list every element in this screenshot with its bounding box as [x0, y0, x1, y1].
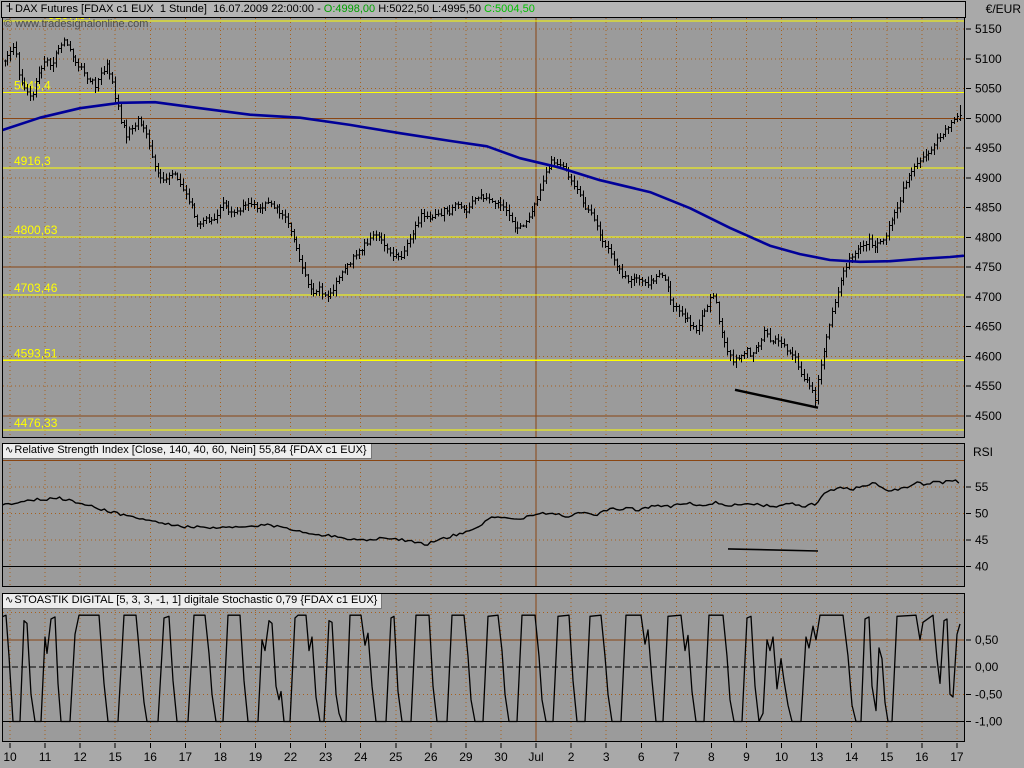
price-panel[interactable]	[2, 17, 965, 438]
title-high-low: H:5022,50 L:4995,50	[375, 3, 485, 15]
watermark: © www.tradesignalonline.com	[4, 18, 149, 30]
rsi-header[interactable]: ∿Relative Strength Index [Close, 140, 40…	[3, 444, 372, 459]
stochastic-panel[interactable]	[2, 593, 965, 742]
title-open-value: O:4998,00	[323, 3, 376, 15]
time-axis[interactable]	[0, 742, 1024, 768]
stochastic-header[interactable]: ∿STOASTIK DIGITAL [5, 3, 3, -1, 1] digit…	[3, 594, 383, 609]
price-axis[interactable]	[965, 17, 1024, 742]
title-close-value: C:5004,50	[484, 3, 535, 15]
price-axis-unit: €/EUR	[985, 2, 1021, 16]
title-bar[interactable]: DAX Futures [FDAX c1 EUX 1 Stunde] 16.07…	[1, 1, 966, 18]
rsi-header-label: Relative Strength Index [Close, 140, 40,…	[14, 444, 367, 456]
rsi-panel[interactable]	[2, 443, 965, 587]
title-text: DAX Futures [FDAX c1 EUX 1 Stunde] 16.07…	[15, 3, 324, 15]
stochastic-header-label: STOASTIK DIGITAL [5, 3, 3, -1, 1] digita…	[14, 594, 378, 606]
indicator-icon: ∿	[5, 595, 14, 606]
chart-icon	[4, 2, 15, 17]
indicator-icon: ∿	[5, 445, 14, 456]
